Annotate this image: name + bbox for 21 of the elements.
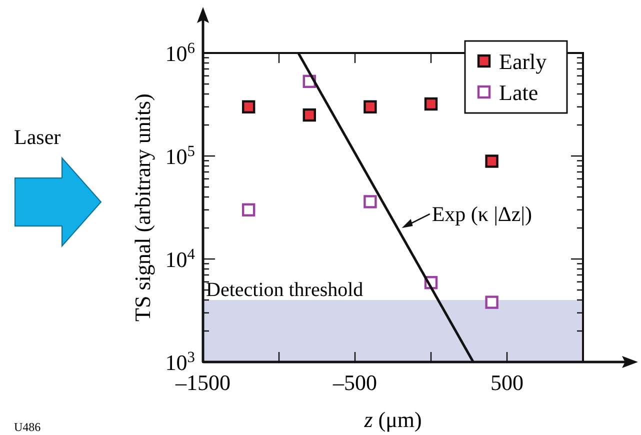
y-axis-title: TS signal (arbitrary units) (130, 94, 155, 322)
x-axis-title: z (μm) (363, 407, 422, 432)
y-tick-label: 10$^{4}$ (165, 246, 196, 272)
x-tick-label: –500 (332, 370, 377, 395)
band-label: Detection threshold (206, 278, 364, 301)
point (242, 100, 256, 114)
y-tick-label: 10$^{5}$ (165, 142, 196, 169)
point (302, 108, 316, 122)
text: Laser (14, 125, 61, 149)
point (485, 296, 498, 309)
text: U486 (14, 420, 41, 434)
annotation: Exp (κ |Δz|) (432, 202, 532, 226)
point (364, 100, 377, 114)
y-tick-label: 10$^{6}$ (165, 40, 196, 66)
point (424, 97, 438, 111)
point (242, 203, 256, 216)
point (485, 154, 498, 168)
legend-label: Late (499, 80, 538, 105)
x-tick-label: 500 (490, 370, 524, 395)
point (364, 195, 377, 208)
legend-label: Early (499, 49, 547, 74)
